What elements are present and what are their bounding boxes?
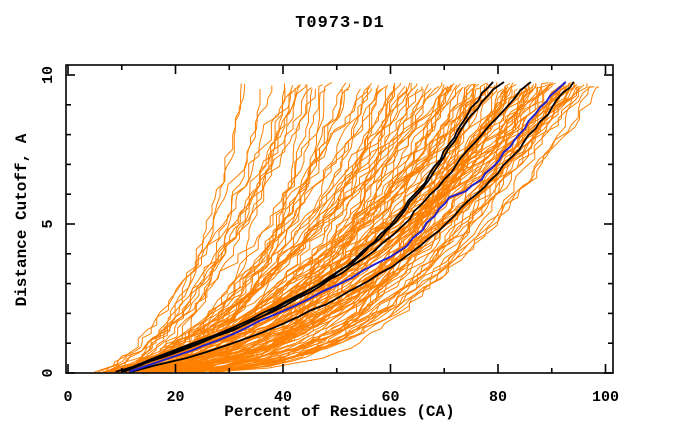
x-tick-label: 20 — [166, 389, 184, 406]
y-tick-label: 5 — [40, 219, 57, 228]
x-tick-label: 40 — [274, 389, 292, 406]
y-tick-label: 0 — [40, 368, 57, 377]
x-axis-label: Percent of Residues (CA) — [224, 403, 455, 421]
chart-title: T0973-D1 — [295, 14, 385, 33]
x-tick-label: 0 — [63, 389, 72, 406]
x-tick-label: 60 — [381, 389, 399, 406]
x-tick-label: 80 — [489, 389, 507, 406]
x-tick-label: 100 — [592, 389, 619, 406]
y-tick-label: 10 — [40, 66, 57, 84]
